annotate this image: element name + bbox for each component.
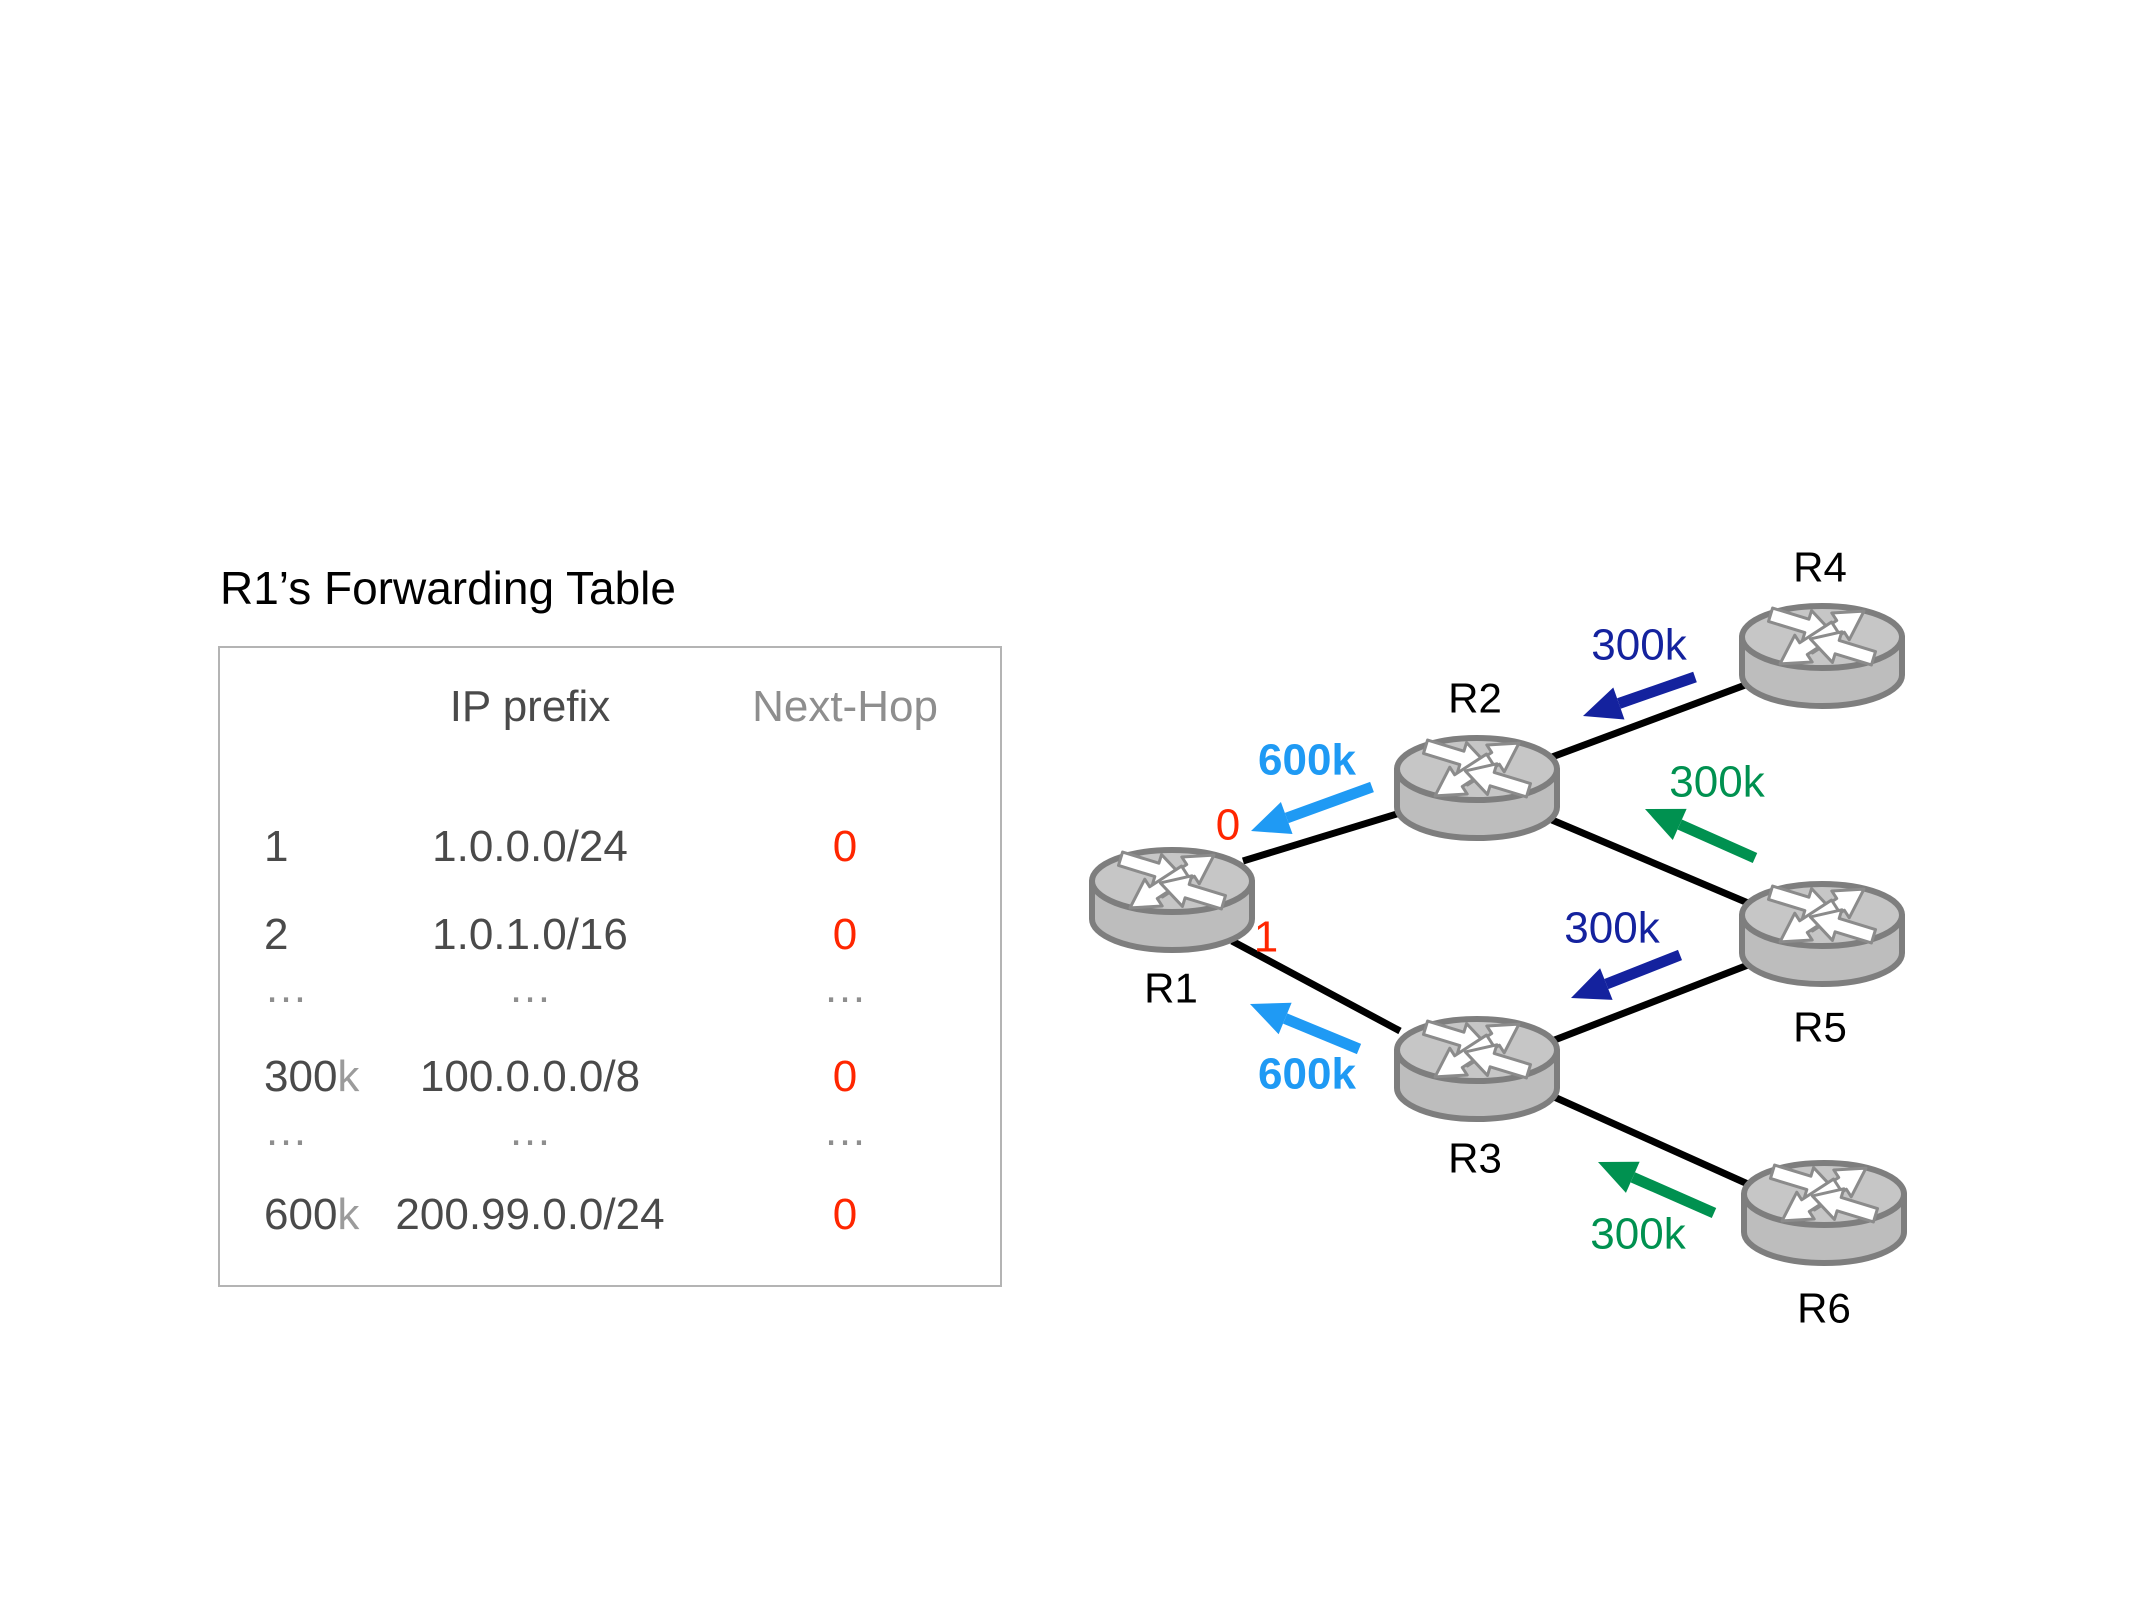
port-label-0: 0	[1216, 801, 1240, 850]
flow-arrow-shaft	[1604, 949, 1683, 990]
table-row: … … …	[220, 1101, 1000, 1161]
router-icon-r1	[1092, 842, 1252, 950]
router-icon-r3	[1397, 1011, 1557, 1119]
link-r2-r4	[1550, 680, 1750, 761]
row-next-hop: 0	[832, 1190, 858, 1239]
flow-arrow-head	[1645, 808, 1687, 840]
row-ip-prefix: …	[508, 1106, 552, 1155]
flow-arrow-lightblue-600k	[1250, 1002, 1362, 1055]
router-icon-r2	[1397, 730, 1557, 838]
link-r2-r5	[1550, 816, 1750, 907]
flow-arrow-shaft	[1617, 671, 1697, 709]
link-r1-r3	[1230, 937, 1402, 1035]
flow-arrow-lightblue-600k	[1251, 781, 1374, 834]
row-ip-prefix: …	[508, 963, 552, 1012]
router-glyph	[1397, 1011, 1557, 1119]
row-index-suffix: k	[337, 1052, 360, 1101]
table-row: 2 1.0.1.0/16 0	[220, 905, 1000, 965]
flow-arrow-navy-300k	[1571, 949, 1683, 1000]
flow-label-300k-green-5: 300k	[1590, 1210, 1686, 1259]
flow-label-600k-lightblue-0: 600k	[1258, 736, 1356, 785]
router-icon-r6	[1744, 1155, 1904, 1263]
flow-arrow-head	[1251, 802, 1293, 834]
row-next-hop: 0	[832, 1052, 858, 1101]
link-r3-r6	[1550, 1092, 1752, 1189]
flow-arrow-green-300k	[1645, 808, 1758, 864]
flow-arrow-head	[1250, 1002, 1292, 1035]
row-index: …	[264, 963, 308, 1012]
flow-label-300k-green-3: 300k	[1669, 758, 1765, 807]
row-index: …	[264, 1106, 308, 1155]
router-label-r4: R4	[1793, 544, 1847, 591]
row-next-hop: …	[823, 963, 867, 1012]
router-glyph	[1092, 842, 1252, 950]
row-ip-prefix: 1.0.0.0/24	[432, 822, 628, 871]
table-row: 1 1.0.0.0/24 0	[220, 817, 1000, 877]
table-row: … … …	[220, 958, 1000, 1018]
router-icon-r4	[1742, 598, 1902, 706]
router-glyph	[1742, 598, 1902, 706]
row-ip-prefix: 1.0.1.0/16	[432, 910, 628, 959]
port-label-1: 1	[1254, 913, 1278, 962]
flow-arrow-head	[1571, 968, 1613, 1000]
router-label-r5: R5	[1793, 1004, 1847, 1051]
row-next-hop: 0	[832, 910, 858, 959]
router-glyph	[1742, 876, 1902, 984]
row-index: 600k	[264, 1190, 360, 1239]
flow-arrow-head	[1598, 1161, 1640, 1193]
link-r1-r2	[1241, 809, 1402, 865]
flow-arrow-shaft	[1677, 819, 1758, 864]
row-index: 2	[264, 910, 289, 959]
flow-label-300k-navy-4: 300k	[1564, 904, 1660, 953]
flow-arrow-head	[1583, 687, 1625, 720]
router-label-r2: R2	[1448, 675, 1502, 722]
router-label-r1: R1	[1144, 965, 1198, 1012]
router-glyph	[1744, 1155, 1904, 1263]
row-ip-prefix: 200.99.0.0/24	[395, 1190, 665, 1239]
row-next-hop: 0	[832, 822, 858, 871]
header-next-hop: Next-Hop	[752, 682, 938, 731]
forwarding-table: IP prefix Next-Hop 1 1.0.0.0/24 0 2 1.0.1.0/…	[218, 646, 1002, 1287]
row-next-hop: …	[823, 1106, 867, 1155]
forwarding-table-header: IP prefix Next-Hop	[220, 677, 1000, 737]
flow-label-300k-navy-2: 300k	[1591, 621, 1687, 670]
flow-arrow-green-300k	[1598, 1161, 1717, 1219]
flow-label-600k-lightblue-1: 600k	[1258, 1050, 1356, 1099]
row-index: 1	[264, 822, 289, 871]
link-r3-r5	[1550, 961, 1750, 1045]
table-row: 300k 100.0.0.0/8 0	[220, 1047, 1000, 1107]
row-index-suffix: k	[337, 1190, 360, 1239]
router-label-r3: R3	[1448, 1135, 1502, 1182]
table-row: 600k 200.99.0.0/24 0	[220, 1185, 1000, 1245]
flow-arrow-shaft	[1283, 1013, 1362, 1055]
page-title: R1’s Forwarding Table	[220, 562, 676, 614]
flow-arrow-shaft	[1630, 1172, 1717, 1219]
router-icon-r5	[1742, 876, 1902, 984]
flow-arrow-navy-300k	[1583, 671, 1697, 720]
router-label-r6: R6	[1797, 1285, 1851, 1332]
router-glyph	[1397, 730, 1557, 838]
row-index: 300k	[264, 1052, 360, 1101]
row-ip-prefix: 100.0.0.0/8	[419, 1052, 641, 1101]
flow-arrow-shaft	[1284, 781, 1374, 824]
header-ip-prefix: IP prefix	[449, 682, 611, 731]
